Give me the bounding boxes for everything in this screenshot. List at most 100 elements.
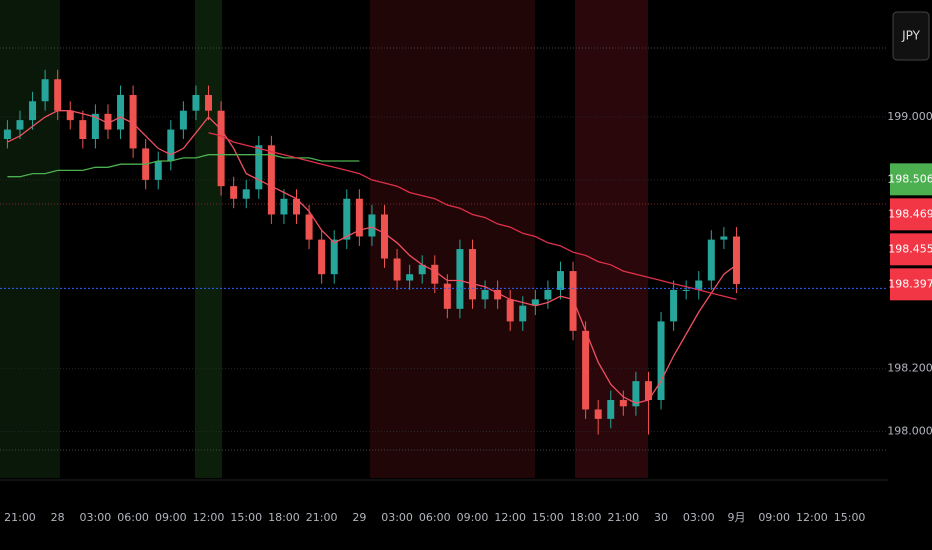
y-tick-label: 198.200 xyxy=(887,362,932,375)
currency-button[interactable] xyxy=(892,11,930,61)
x-tick-label: 03:00 xyxy=(381,511,413,524)
x-tick-label: 9月 xyxy=(727,511,745,524)
candle-body xyxy=(670,289,678,322)
candle-body xyxy=(91,113,99,139)
candle-body xyxy=(16,120,24,130)
candle-body xyxy=(129,94,137,149)
candle-body xyxy=(79,120,87,139)
candle-body xyxy=(54,79,62,111)
candle-body xyxy=(607,400,615,419)
candle-body xyxy=(343,198,351,240)
x-tick-label: 06:00 xyxy=(419,511,451,524)
x-tick-label: 29 xyxy=(352,511,366,524)
candle-body xyxy=(632,381,640,407)
candle-body xyxy=(418,264,426,275)
moving-average-line xyxy=(7,110,737,404)
candle-body xyxy=(456,249,464,309)
moving-average-line xyxy=(208,132,737,301)
price-label-box xyxy=(890,233,932,266)
x-tick-label: 28 xyxy=(51,511,65,524)
candle-body xyxy=(582,330,590,410)
candle-body xyxy=(619,400,627,407)
candle-body xyxy=(205,94,213,111)
x-tick-label: 18:00 xyxy=(570,511,602,524)
candle-body xyxy=(66,110,74,121)
x-tick-label: 15:00 xyxy=(834,511,866,524)
candle-body xyxy=(280,198,288,215)
x-tick-label: 21:00 xyxy=(607,511,639,524)
x-tick-label: 21:00 xyxy=(4,511,36,524)
candle-body xyxy=(255,145,263,190)
candle-body xyxy=(393,258,401,281)
candle-body xyxy=(305,214,313,240)
x-tick-label: 30 xyxy=(654,511,668,524)
x-tick-label: 06:00 xyxy=(117,511,149,524)
candle-body xyxy=(41,79,49,102)
price-label: 198.469 xyxy=(888,207,932,220)
candle-body xyxy=(594,409,602,419)
candle-body xyxy=(104,113,112,130)
candle-body xyxy=(732,236,740,284)
x-tick-label: 12:00 xyxy=(494,511,526,524)
candle-body xyxy=(682,289,690,291)
candle-body xyxy=(468,249,476,300)
candle-body xyxy=(179,110,187,130)
candle-body xyxy=(443,283,451,309)
session-shade xyxy=(195,0,222,478)
price-label: 198.506 xyxy=(888,172,932,185)
candle-body xyxy=(368,214,376,237)
candle-body xyxy=(544,289,552,300)
candle-body xyxy=(330,239,338,275)
y-tick-label: 199.000 xyxy=(887,110,932,123)
candle-body xyxy=(720,236,728,240)
candle-body xyxy=(230,186,238,199)
candle-body xyxy=(217,110,225,187)
price-label-box xyxy=(890,163,932,196)
x-tick-label: 18:00 xyxy=(268,511,300,524)
candle-body xyxy=(707,239,715,281)
candle-body xyxy=(381,214,388,259)
candle-body xyxy=(293,198,301,215)
candle-body xyxy=(406,274,414,281)
candle-body xyxy=(318,239,326,275)
x-tick-label: 09:00 xyxy=(758,511,790,524)
candle-body xyxy=(242,189,250,199)
candle-body xyxy=(695,280,703,290)
candle-body xyxy=(556,271,564,290)
candle-body xyxy=(431,264,439,284)
x-tick-label: 09:00 xyxy=(155,511,187,524)
x-tick-label: 03:00 xyxy=(80,511,112,524)
x-tick-label: 03:00 xyxy=(683,511,715,524)
candle-body xyxy=(167,129,175,162)
session-shade xyxy=(370,0,535,478)
price-label-box xyxy=(890,268,932,301)
candle-body xyxy=(644,381,652,401)
candle-body xyxy=(355,198,363,237)
candle-body xyxy=(154,161,162,180)
x-tick-label: 12:00 xyxy=(796,511,828,524)
moving-average-line xyxy=(7,154,360,178)
x-tick-label: 15:00 xyxy=(532,511,564,524)
session-shade xyxy=(0,0,60,478)
y-tick-label: 198.000 xyxy=(887,424,932,437)
candle-body xyxy=(519,305,527,322)
candle-body xyxy=(494,289,502,300)
price-label-box xyxy=(890,198,932,231)
candle-body xyxy=(3,129,11,139)
candle-body xyxy=(192,94,200,111)
candle-body xyxy=(481,289,489,300)
x-tick-label: 21:00 xyxy=(306,511,338,524)
x-tick-label: 12:00 xyxy=(193,511,225,524)
candle-body xyxy=(657,321,665,401)
x-tick-label: 15:00 xyxy=(230,511,262,524)
candle-body xyxy=(117,94,125,130)
candle-body xyxy=(531,299,539,306)
candle-body xyxy=(506,299,514,322)
candle-body xyxy=(267,145,275,215)
price-label: 198.455 xyxy=(888,242,932,255)
currency-label: JPY xyxy=(901,29,921,43)
candle-body xyxy=(29,101,37,121)
price-label: 198.397 xyxy=(888,277,932,290)
